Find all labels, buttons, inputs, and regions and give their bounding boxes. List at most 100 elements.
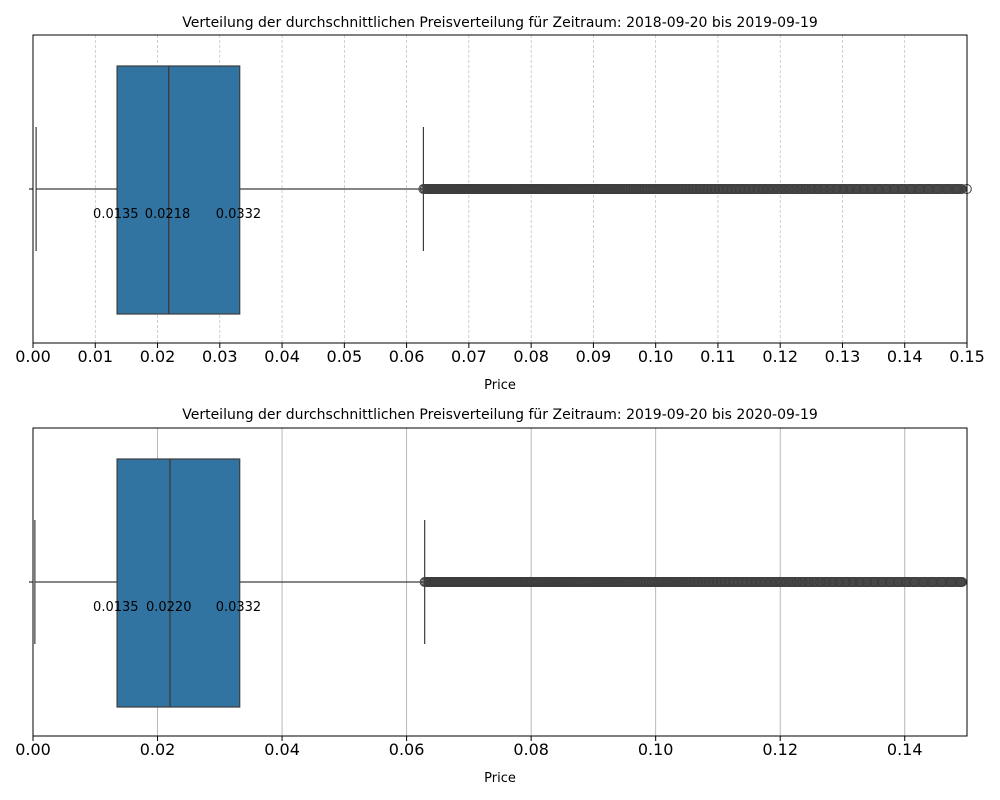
outlier-point	[601, 577, 612, 587]
outlier-point	[682, 577, 693, 587]
outlier-point	[748, 184, 759, 194]
q3-label: 0.0332	[216, 207, 262, 222]
outlier-point	[599, 577, 610, 587]
median-label: 0.0218	[145, 207, 191, 222]
outlier-point	[825, 184, 836, 194]
x-tick-label: 0.08	[513, 740, 549, 759]
outlier-point	[951, 184, 962, 194]
outlier-point	[659, 577, 670, 587]
subplot-1: Verteilung der durchschnittlichen Preisv…	[15, 15, 985, 393]
outlier-point	[714, 184, 725, 194]
outlier-point	[614, 577, 625, 587]
outlier-point	[597, 184, 608, 194]
outlier-point	[821, 577, 832, 587]
q3-label: 0.0332	[216, 600, 262, 615]
outlier-point	[780, 577, 791, 587]
outlier-point	[662, 577, 673, 587]
outlier-point	[694, 184, 705, 194]
outlier-point	[858, 184, 869, 194]
outlier-point	[844, 184, 855, 194]
outlier-point	[773, 184, 784, 194]
x-tick-label: 0.13	[825, 347, 861, 366]
outlier-point	[631, 184, 642, 194]
outlier-point	[670, 184, 681, 194]
outlier-point	[627, 577, 638, 587]
x-tick-label: 0.02	[140, 347, 176, 366]
outlier-point	[866, 184, 877, 194]
x-tick-label: 0.12	[762, 347, 798, 366]
outlier-point	[607, 184, 618, 194]
outlier-point	[600, 184, 611, 194]
outlier-point	[795, 184, 806, 194]
outlier-point	[873, 184, 884, 194]
outlier-point	[622, 184, 633, 194]
outlier-point	[955, 577, 966, 587]
outlier-point	[718, 184, 729, 194]
outlier-point	[851, 184, 862, 194]
outlier-point	[800, 184, 811, 194]
outlier-point	[861, 577, 872, 587]
outlier-point	[675, 577, 686, 587]
outlier-point	[936, 577, 947, 587]
q1-label: 0.0135	[93, 207, 139, 222]
outlier-point	[625, 184, 636, 194]
outlier-point	[667, 184, 678, 194]
outlier-point	[797, 577, 808, 587]
x-tick-label: 0.15	[949, 347, 985, 366]
outlier-point	[692, 577, 703, 587]
outlier-point	[809, 577, 820, 587]
outlier-point	[605, 184, 616, 194]
outlier-point	[700, 577, 711, 587]
outlier-point	[869, 577, 880, 587]
outlier-point	[610, 184, 621, 194]
outlier-point	[624, 577, 635, 587]
outlier-point	[789, 184, 800, 194]
outlier-point	[812, 184, 823, 194]
outlier-point	[881, 184, 892, 194]
outlier-point	[791, 577, 802, 587]
outlier-point	[765, 577, 776, 587]
box-iqr	[116, 458, 241, 708]
x-tick-label: 0.02	[140, 740, 176, 759]
x-tick-label: 0.00	[15, 347, 51, 366]
outlier-point	[628, 184, 639, 194]
outlier-point	[615, 184, 626, 194]
subplot-2: Verteilung der durchschnittlichen Preisv…	[15, 407, 968, 786]
outlier-point	[619, 577, 630, 587]
outlier-point	[704, 577, 715, 587]
outlier-point	[710, 184, 721, 194]
outlier-point	[897, 184, 908, 194]
outlier-point	[702, 184, 713, 194]
x-tick-label: 0.04	[264, 347, 300, 366]
outlier-points	[418, 184, 972, 194]
outlier-point	[616, 577, 627, 587]
outlier-point	[698, 184, 709, 194]
x-tick-label: 0.00	[15, 740, 51, 759]
outlier-point	[892, 577, 903, 587]
outlier-point	[806, 184, 817, 194]
outlier-point	[815, 577, 826, 587]
outlier-point	[691, 184, 702, 194]
outlier-point	[706, 184, 717, 194]
outlier-point	[818, 184, 829, 194]
outlier-point	[758, 184, 769, 194]
x-tick-label: 0.09	[576, 347, 612, 366]
outlier-point	[753, 184, 764, 194]
outlier-point	[678, 577, 689, 587]
x-tick-label: 0.05	[327, 347, 363, 366]
x-axis-ticks: 0.00 0.01 0.02 0.03 0.04 0.05 0.06 0.07 0.08 0.09…	[15, 343, 985, 366]
box-iqr	[116, 65, 241, 315]
chart-title: Verteilung der durchschnittlichen Preisv…	[182, 407, 818, 423]
outlier-point	[783, 184, 794, 194]
outlier-point	[606, 577, 617, 587]
outlier-point	[942, 184, 953, 194]
x-tick-label: 0.03	[202, 347, 238, 366]
x-tick-label: 0.04	[264, 740, 300, 759]
outlier-point	[900, 577, 911, 587]
x-tick-label: 0.14	[887, 347, 923, 366]
outlier-point	[763, 184, 774, 194]
outlier-point	[677, 184, 688, 194]
x-tick-label: 0.01	[77, 347, 113, 366]
outlier-point	[602, 184, 613, 194]
x-tick-label: 0.10	[638, 347, 674, 366]
